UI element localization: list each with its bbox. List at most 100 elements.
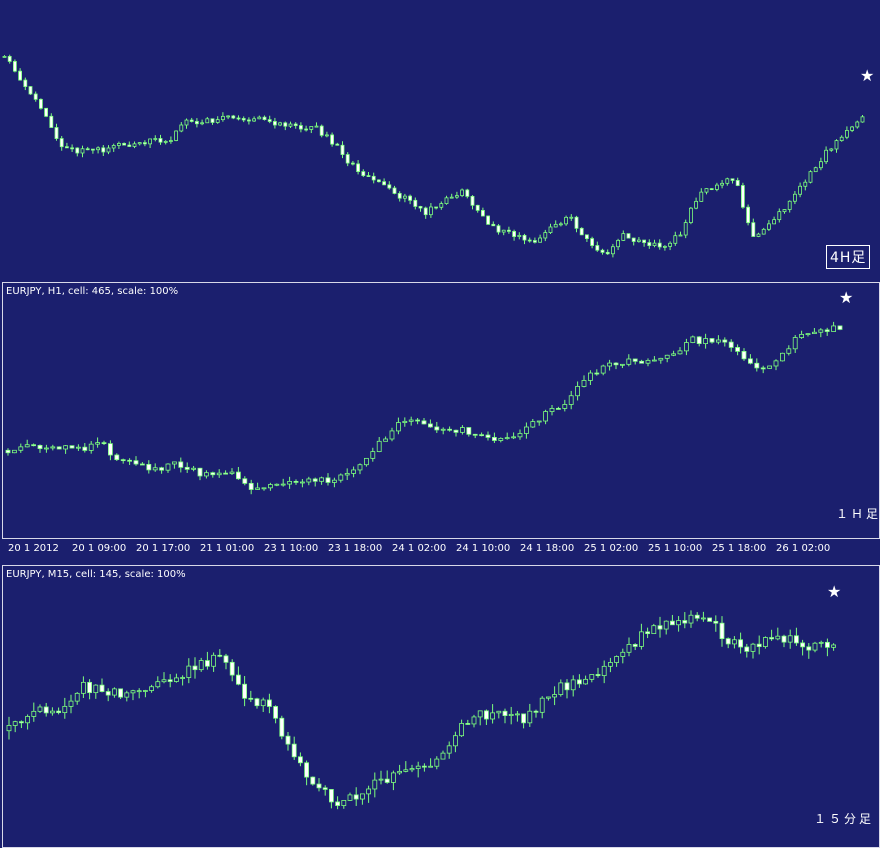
bullish-candle [715,184,719,190]
bullish-candle [620,651,626,657]
bearish-candle [7,56,12,62]
bullish-candle [834,140,839,150]
time-axis-tick-label: 25 1 18:00 [712,543,767,554]
bearish-candle [18,70,23,81]
bearish-candle [23,79,28,87]
bearish-candle [521,713,526,724]
bullish-candle [397,770,403,774]
bullish-candle [287,480,293,485]
bullish-candle [756,233,761,237]
bullish-candle [543,232,548,239]
bullish-candle [357,464,363,471]
bearish-candle [423,207,428,216]
bearish-candle [605,251,610,255]
bearish-candle [470,195,475,206]
bullish-candle [226,115,231,118]
bearish-candle [31,444,37,447]
bearish-candle [415,419,421,422]
bullish-candle [205,118,210,124]
bearish-candle [43,706,49,714]
bullish-candle [446,745,452,754]
bearish-candle [178,461,184,468]
bearish-candle [56,446,62,450]
bullish-candle [569,216,574,219]
bullish-candle [319,477,325,482]
bearish-candle [418,206,423,209]
bearish-candle [127,144,132,147]
bearish-candle [694,614,700,619]
h1-timeframe-label: １Ｈ足 [836,507,880,521]
bullish-candle [440,428,446,431]
bearish-candle [223,472,229,475]
bullish-candle [74,692,80,702]
bullish-candle [44,447,49,450]
bullish-candle [750,643,756,652]
m15-header: EURJPY, M15, cell: 145, scale: 100% [6,569,186,580]
bearish-candle [236,117,241,120]
bearish-candle [556,408,561,410]
bullish-candle [677,350,683,355]
bullish-candle [347,794,353,801]
bullish-candle [81,681,86,694]
bearish-candle [304,762,310,778]
bullish-candle [824,149,828,163]
bearish-candle [189,119,194,122]
m15-chart-pane[interactable]: EURJPY, M15, cell: 145, scale: 100% ★ １５… [0,566,880,848]
bullish-candle [309,126,314,130]
bullish-candle [408,419,414,422]
bullish-candle [280,483,286,486]
bullish-candle [211,654,217,667]
bearish-candle [242,478,248,484]
bearish-candle [297,756,303,764]
bearish-candle [262,116,267,121]
bearish-candle [69,445,75,449]
bullish-candle [699,191,704,202]
bullish-candle [11,449,17,454]
h1-chart-pane[interactable]: EURJPY, H1, cell: 465, scale: 100% ★ １Ｈ足 [0,283,880,537]
bullish-candle [428,765,434,768]
bearish-candle [746,206,750,224]
bearish-candle [479,434,485,437]
bullish-candle [439,203,444,208]
bullish-candle [137,142,142,145]
bearish-candle [397,193,402,199]
bullish-candle [588,372,593,381]
bullish-candle [378,778,384,781]
time-axis-tick-label: 25 1 02:00 [584,543,639,554]
bearish-candle [184,466,190,470]
bullish-candle [761,228,766,235]
h4-chart-pane[interactable]: ★ 4H足 [0,0,880,282]
bullish-candle [191,467,197,470]
bearish-candle [670,620,675,626]
bullish-candle [637,239,641,242]
m15-candles [6,610,836,810]
bullish-candle [165,463,171,471]
bullish-candle [366,788,372,795]
bearish-candle [722,339,728,343]
bearish-candle [204,660,210,667]
bearish-candle [91,148,95,151]
bullish-candle [620,363,625,366]
bullish-candle [608,662,613,667]
bullish-candle [860,116,865,123]
bearish-candle [283,122,288,127]
bearish-candle [345,154,350,164]
bearish-candle [730,178,735,181]
bullish-candle [344,472,350,476]
bullish-candle [716,339,721,343]
bullish-candle [261,487,267,490]
bullish-candle [530,421,536,428]
bearish-candle [613,362,619,366]
bearish-candle [293,480,299,483]
bearish-candle [366,175,371,177]
bearish-candle [167,679,173,682]
bullish-candle [689,207,693,223]
bullish-candle [459,723,465,737]
bullish-candle [203,472,209,477]
bullish-candle [477,710,483,718]
bearish-candle [506,229,511,232]
bullish-candle [161,679,167,683]
bullish-candle [111,145,116,149]
bearish-candle [37,445,43,449]
bearish-candle [741,185,745,208]
